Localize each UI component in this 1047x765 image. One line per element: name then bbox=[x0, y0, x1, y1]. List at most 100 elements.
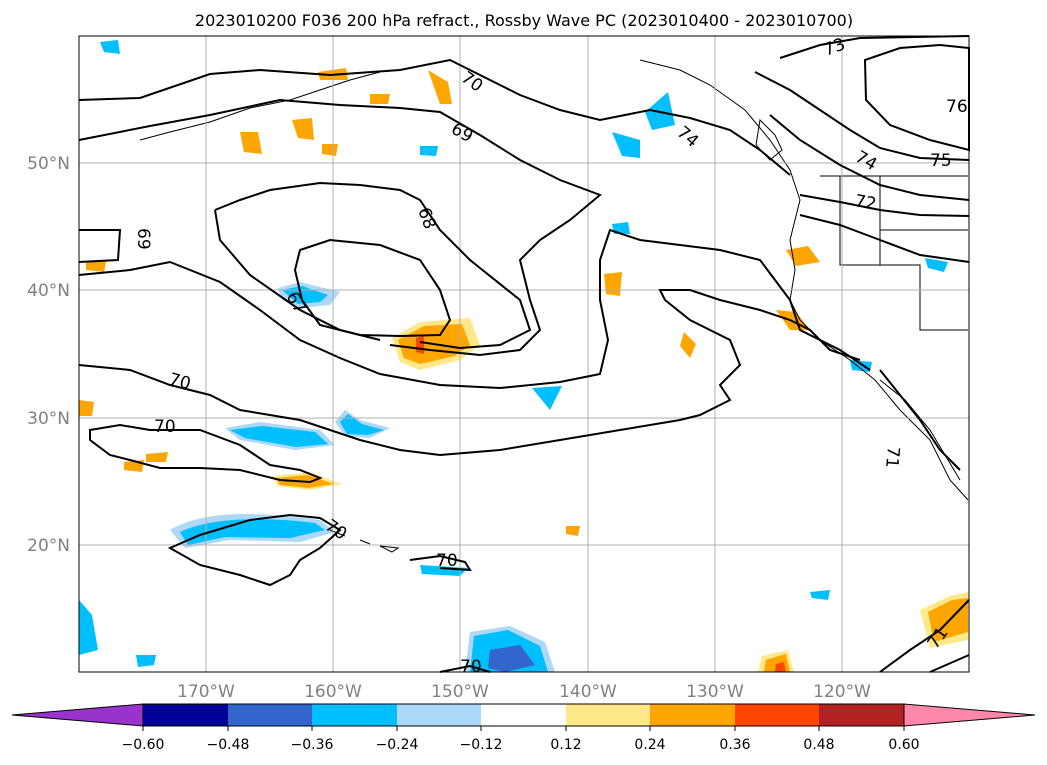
colorbar-tick-label: 0.48 bbox=[803, 737, 834, 753]
negative-anomaly-patch bbox=[612, 222, 630, 234]
contour-line bbox=[799, 194, 970, 217]
positive-anomaly-patch bbox=[416, 336, 424, 354]
colorbar-segment bbox=[481, 704, 566, 726]
negative-anomaly-patch bbox=[850, 360, 872, 372]
negative-anomaly-patch bbox=[230, 426, 328, 447]
positive-anomaly-patch bbox=[292, 118, 314, 140]
contour-line bbox=[754, 71, 970, 161]
positive-anomaly-patch bbox=[775, 662, 786, 672]
positive-anomaly-patch bbox=[146, 452, 168, 462]
latitude-label: 40°N bbox=[27, 281, 70, 301]
colorbar-tick-label: −0.36 bbox=[291, 737, 334, 753]
contour-label: 70 bbox=[460, 657, 482, 677]
negative-anomaly-patch bbox=[136, 655, 156, 667]
longitude-labels: 170°W 160°W 150°W 140°W 130°W 120°W bbox=[177, 682, 871, 702]
positive-anomaly-patch bbox=[370, 94, 390, 104]
contour-line bbox=[78, 228, 871, 390]
contour-line bbox=[78, 98, 602, 357]
canada-coast-islands bbox=[755, 118, 783, 161]
refractivity-contours bbox=[78, 35, 970, 673]
north-america-coastline bbox=[639, 59, 969, 501]
colorbar-tick-label: 0.60 bbox=[888, 737, 919, 753]
negative-anomaly-patch bbox=[420, 565, 468, 576]
contour-line bbox=[879, 369, 961, 471]
contour-line bbox=[929, 654, 970, 673]
contour-line bbox=[769, 114, 970, 201]
positive-anomaly-patch bbox=[604, 272, 622, 296]
colorbar-tick-label: −0.60 bbox=[122, 737, 165, 753]
positive-anomaly-patch bbox=[322, 144, 338, 156]
contour-label: 75 bbox=[930, 151, 952, 171]
colorbar-tick-label: 0.24 bbox=[634, 737, 665, 753]
colorbar-tick-label: −0.12 bbox=[460, 737, 503, 753]
negative-anomaly-patch bbox=[100, 40, 120, 54]
colorbar: −0.60 −0.48 −0.36 −0.24 −0.12 0.12 0.24 … bbox=[11, 703, 1036, 753]
contour-line bbox=[879, 599, 970, 673]
negative-anomaly-patch bbox=[488, 645, 535, 672]
latitude-label: 30°N bbox=[27, 409, 70, 429]
negative-anomaly-patch bbox=[420, 146, 438, 156]
map-background bbox=[79, 36, 969, 672]
negative-anomaly-patch bbox=[79, 600, 98, 655]
contour-line bbox=[78, 58, 791, 176]
contour-line bbox=[779, 35, 970, 59]
contour-line bbox=[439, 664, 491, 673]
colorbar-segment bbox=[735, 704, 819, 726]
colorbar-segment bbox=[566, 704, 650, 726]
longitude-label: 170°W bbox=[177, 682, 235, 702]
colorbar-tick-label: −0.24 bbox=[376, 737, 419, 753]
colorbar-max-extend bbox=[903, 703, 1036, 727]
positive-anomaly-patch bbox=[428, 70, 452, 104]
negative-anomaly-patch bbox=[340, 414, 384, 435]
latitude-label: 50°N bbox=[27, 154, 70, 174]
latitude-label: 20°N bbox=[27, 536, 70, 556]
colorbar-tick-label: 0.36 bbox=[719, 737, 750, 753]
colorbar-segment bbox=[650, 704, 735, 726]
map-frame bbox=[78, 35, 970, 673]
contour-label: 70 bbox=[154, 417, 176, 437]
colorbar-segment bbox=[228, 704, 312, 726]
aleutian-islands bbox=[139, 71, 381, 141]
negative-anomaly-patch bbox=[925, 258, 948, 272]
colorbar-min-extend bbox=[11, 703, 144, 727]
state-border bbox=[840, 264, 968, 331]
colorbar-segment bbox=[143, 704, 228, 726]
contour-label: 72 bbox=[853, 191, 878, 214]
coastlines bbox=[139, 59, 969, 553]
longitude-label: 130°W bbox=[686, 682, 744, 702]
contour-line bbox=[78, 229, 122, 263]
contour-line bbox=[214, 181, 532, 350]
contour-label: 76 bbox=[946, 97, 968, 117]
contour-line bbox=[799, 214, 970, 263]
shaded-anomalies bbox=[79, 40, 968, 672]
colorbar-segment bbox=[312, 704, 397, 726]
colorbar-tick-label: 0.12 bbox=[550, 737, 581, 753]
contour-line bbox=[89, 423, 323, 484]
colorbar-tick-label: −0.48 bbox=[207, 737, 250, 753]
longitude-label: 120°W bbox=[813, 682, 871, 702]
contour-line bbox=[293, 238, 452, 338]
contour-label: 71 bbox=[881, 446, 903, 469]
figure-title: 2023010200 F036 200 hPa refract., Rossby… bbox=[195, 11, 853, 30]
colorbar-segment bbox=[819, 704, 904, 726]
map-panel: 73 76 70 74 69 74 75 72 68 69 67 70 70 7… bbox=[78, 35, 970, 677]
latitude-labels: 50°N 40°N 30°N 20°N bbox=[27, 154, 70, 556]
colorbar-frame bbox=[142, 703, 905, 727]
positive-anomaly-patch bbox=[240, 132, 262, 154]
contour-label: 69 bbox=[133, 228, 153, 250]
positive-anomaly-patch bbox=[680, 332, 696, 358]
positive-anomaly-patch bbox=[786, 246, 820, 266]
colorbar-tick-labels: −0.60 −0.48 −0.36 −0.24 −0.12 0.12 0.24 … bbox=[122, 737, 920, 753]
longitude-label: 160°W bbox=[304, 682, 362, 702]
contour-line bbox=[167, 513, 342, 587]
positive-anomaly-patch bbox=[79, 400, 94, 416]
negative-anomaly-patch bbox=[180, 519, 325, 545]
longitude-label: 150°W bbox=[431, 682, 489, 702]
contour-line bbox=[409, 554, 472, 572]
colorbar-ticks bbox=[142, 726, 905, 731]
contour-label: 70 bbox=[436, 551, 458, 571]
negative-anomaly-patch bbox=[612, 132, 640, 158]
baja-coastline bbox=[879, 379, 961, 481]
longitude-label: 140°W bbox=[559, 682, 617, 702]
